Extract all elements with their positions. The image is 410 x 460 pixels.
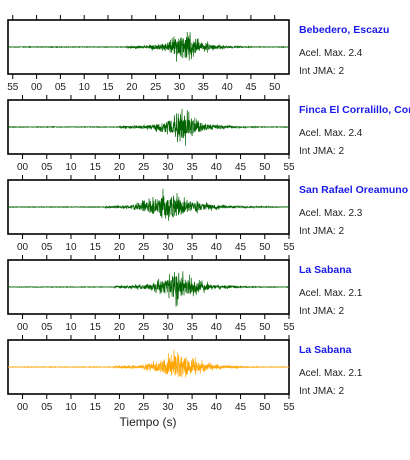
tick-label: 55	[283, 322, 295, 333]
station-name: Finca El Corralillo, Coro	[299, 104, 410, 116]
tick-label: 35	[187, 322, 199, 333]
tick-label: 25	[138, 402, 150, 413]
tick-label: 15	[90, 162, 102, 173]
tick-label: 40	[211, 242, 223, 253]
panels-group: 55 00 05 10 15 20 25 30 35 40 45 50 Bebedero, Escazu…	[7, 15, 410, 413]
seismogram-panel: 00 05 10 15 20 25 30 35 40 45 50 55 Finca El Corrali…	[7, 95, 410, 173]
tick-label: 05	[55, 82, 67, 93]
jma-intensity: Int JMA: 2	[299, 226, 344, 237]
tick-label: 45	[235, 322, 247, 333]
tick-label: 00	[31, 82, 43, 93]
tick-label: 45	[245, 82, 257, 93]
tick-label: 25	[138, 242, 150, 253]
seismogram-panel: 00 05 10 15 20 25 30 35 40 45 50 55 San Rafael Oream…	[7, 175, 408, 253]
seismogram-panel: 55 00 05 10 15 20 25 30 35 40 45 50 Bebedero, Escazu…	[7, 15, 389, 93]
tick-label: 35	[187, 162, 199, 173]
tick-label: 45	[235, 242, 247, 253]
tick-label: 50	[259, 322, 271, 333]
station-name: San Rafael Oreamuno	[299, 184, 408, 196]
tick-label: 05	[41, 242, 53, 253]
tick-label: 10	[65, 242, 77, 253]
tick-label: 30	[162, 162, 174, 173]
tick-label: 50	[259, 162, 271, 173]
tick-label: 40	[211, 322, 223, 333]
waveform-trace	[7, 349, 290, 378]
tick-label: 30	[174, 82, 186, 93]
tick-label: 10	[65, 402, 77, 413]
tick-label: 15	[90, 242, 102, 253]
waveform-trace	[7, 271, 290, 307]
station-name: La Sabana	[299, 264, 352, 276]
tick-label: 05	[41, 162, 53, 173]
tick-label: 50	[269, 82, 281, 93]
tick-label: 00	[17, 162, 29, 173]
tick-label: 50	[259, 242, 271, 253]
jma-intensity: Int JMA: 2	[299, 306, 344, 317]
tick-label: 45	[235, 402, 247, 413]
tick-label: 55	[283, 162, 295, 173]
tick-label: 25	[150, 82, 162, 93]
tick-label: 30	[162, 402, 174, 413]
max-acceleration: Acel. Max. 2.1	[299, 368, 363, 379]
seismogram-panel: 00 05 10 15 20 25 30 35 40 45 50 55 La Sabana Acel. M…	[7, 255, 363, 333]
tick-label: 15	[90, 322, 102, 333]
tick-label: 55	[283, 402, 295, 413]
waveform-trace	[7, 31, 290, 62]
tick-label: 20	[126, 82, 138, 93]
tick-label: 25	[138, 322, 150, 333]
station-name: Bebedero, Escazu	[299, 24, 389, 36]
tick-label: 50	[259, 402, 271, 413]
tick-label: 05	[41, 402, 53, 413]
tick-label: 00	[17, 242, 29, 253]
tick-label: 30	[162, 322, 174, 333]
waveform-trace	[7, 108, 290, 146]
jma-intensity: Int JMA: 2	[299, 386, 344, 397]
tick-label: 45	[235, 162, 247, 173]
waveform-trace	[7, 188, 290, 221]
tick-label: 20	[114, 242, 126, 253]
tick-label: 15	[90, 402, 102, 413]
tick-label: 55	[7, 82, 19, 93]
tick-label: 25	[138, 162, 150, 173]
tick-label: 20	[114, 402, 126, 413]
tick-label: 05	[41, 322, 53, 333]
tick-label: 30	[162, 242, 174, 253]
max-acceleration: Acel. Max. 2.4	[299, 48, 363, 59]
tick-label: 10	[65, 322, 77, 333]
max-acceleration: Acel. Max. 2.1	[299, 288, 363, 299]
tick-label: 40	[211, 402, 223, 413]
tick-label: 00	[17, 402, 29, 413]
tick-label: 35	[198, 82, 210, 93]
max-acceleration: Acel. Max. 2.3	[299, 208, 363, 219]
jma-intensity: Int JMA: 2	[299, 146, 344, 157]
tick-label: 40	[211, 162, 223, 173]
x-axis-title: Tiempo (s)	[120, 415, 177, 429]
station-name: La Sabana	[299, 344, 352, 356]
tick-label: 35	[187, 402, 199, 413]
tick-label: 10	[79, 82, 91, 93]
tick-label: 55	[283, 242, 295, 253]
tick-label: 10	[65, 162, 77, 173]
tick-label: 20	[114, 162, 126, 173]
tick-label: 15	[102, 82, 114, 93]
tick-label: 35	[187, 242, 199, 253]
tick-label: 20	[114, 322, 126, 333]
jma-intensity: Int JMA: 2	[299, 66, 344, 77]
tick-label: 40	[222, 82, 234, 93]
seismogram-panel: 00 05 10 15 20 25 30 35 40 45 50 55 La Sabana Acel. M…	[7, 335, 363, 413]
max-acceleration: Acel. Max. 2.4	[299, 128, 363, 139]
tick-label: 00	[17, 322, 29, 333]
